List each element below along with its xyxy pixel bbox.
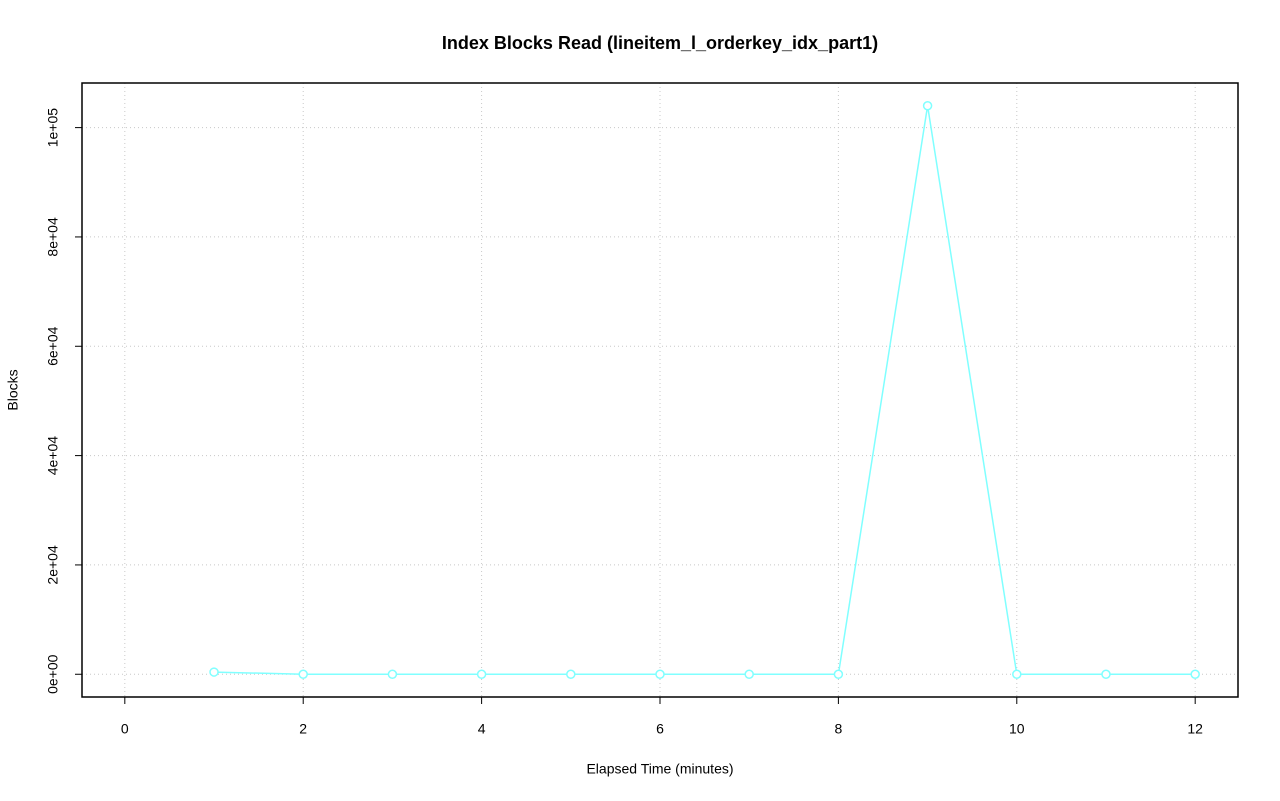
plot-frame — [81, 82, 1239, 698]
y-tick-label: 6e+04 — [45, 326, 61, 366]
data-point — [209, 667, 219, 677]
y-tick-label: 4e+04 — [45, 436, 61, 476]
data-point — [833, 669, 844, 680]
y-tick-label: 8e+04 — [45, 217, 61, 257]
data-point — [566, 669, 576, 680]
data-point — [1190, 669, 1200, 680]
data-point — [655, 669, 665, 680]
data-point — [1101, 669, 1111, 680]
x-axis-label: Elapsed Time (minutes) — [586, 761, 733, 777]
data-point — [1012, 669, 1022, 680]
series-line — [213, 105, 1196, 676]
data-point — [922, 100, 933, 111]
data-point — [298, 669, 308, 680]
x-tick-label: 12 — [1187, 721, 1203, 737]
x-tick-label: 2 — [299, 721, 307, 737]
x-tick-label: 6 — [656, 721, 664, 737]
data-point — [387, 669, 398, 680]
x-tick-label: 4 — [478, 721, 486, 737]
y-tick-label: 1e+05 — [45, 108, 61, 148]
y-tick-label: 2e+04 — [45, 545, 61, 585]
x-tick-label: 0 — [121, 721, 129, 737]
chart-title: Index Blocks Read (lineitem_l_orderkey_i… — [442, 33, 878, 53]
x-tick-label: 10 — [1009, 721, 1025, 737]
y-axis-label: Blocks — [5, 369, 21, 410]
y-tick-label: 0e+00 — [45, 654, 61, 694]
data-point — [744, 669, 754, 680]
data-point — [476, 669, 487, 680]
x-tick-label: 8 — [834, 721, 842, 737]
